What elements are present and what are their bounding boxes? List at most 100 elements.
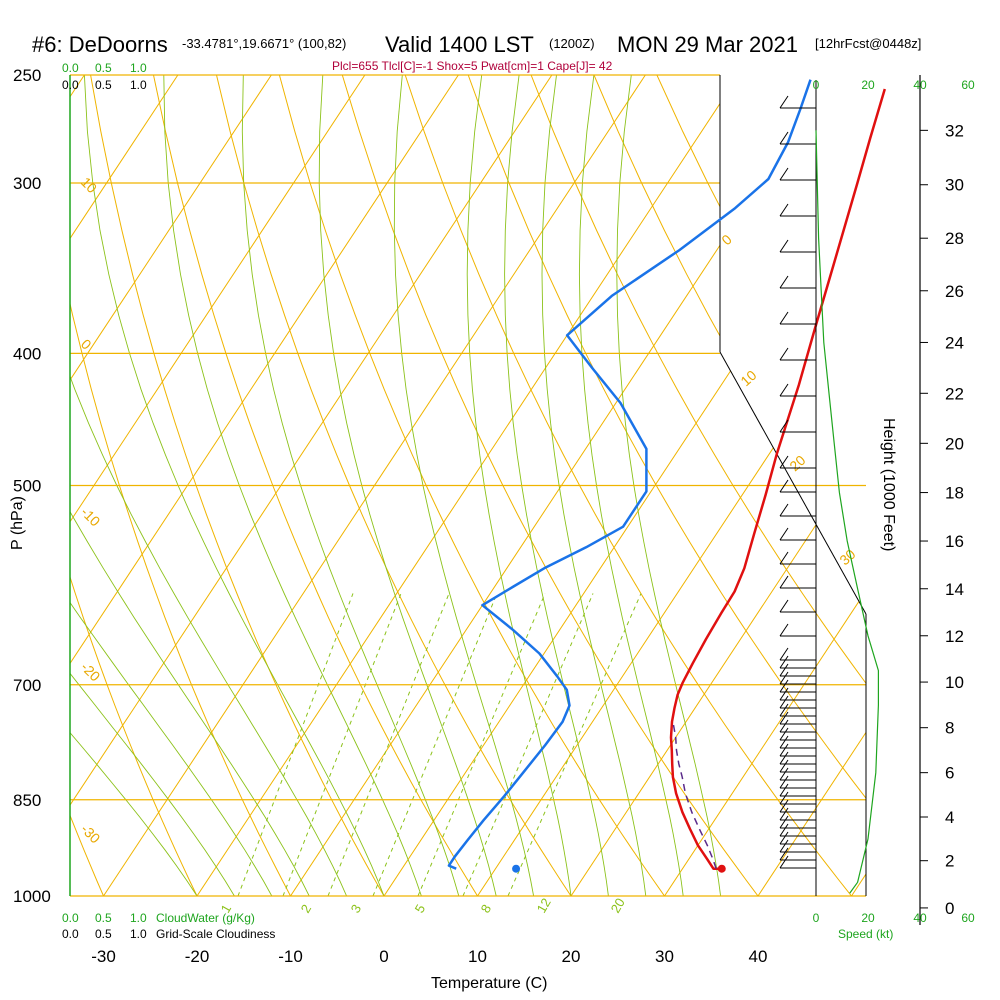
background-grid: 2503004005007008501000100-10-20-30010203…	[13, 66, 921, 925]
dry-adiabat-line	[530, 75, 866, 896]
wind-barb-flag	[779, 599, 789, 613]
wind-barb-flag	[779, 775, 789, 789]
mixing-ratio-line	[282, 593, 402, 896]
wind-barbs	[779, 80, 817, 896]
moist-adiabat-line	[393, 75, 535, 896]
wind-barb-flag	[779, 743, 789, 757]
x-axis-label: Temperature (C)	[431, 975, 547, 992]
axis-ticks: -30 -20 -10 0 10 20 30 400.00.00.00.00.50.50.50…	[62, 61, 975, 966]
wind-barb-flag	[779, 711, 789, 725]
wind-barb-flag	[779, 203, 789, 217]
surface-temperature-marker	[717, 864, 726, 873]
mixing-ratio-label: 5	[412, 902, 429, 916]
wind-barb-flag	[779, 655, 789, 669]
temperature-tick-label: 10	[468, 947, 487, 966]
moist-adiabat-line	[541, 75, 647, 896]
temperature-tick-label: 30	[655, 947, 674, 966]
forecast-date: MON 29 Mar 2021	[617, 32, 798, 57]
dry-adiabat-line	[404, 75, 852, 896]
moist-adiabat-line	[70, 75, 198, 896]
cloudiness-label: Grid-Scale Cloudiness	[156, 927, 275, 941]
moist-adiabat-line	[163, 75, 422, 896]
wind-barb-flag	[779, 671, 789, 685]
wind-barb-flag	[779, 815, 789, 829]
wind-barb-flag	[779, 751, 789, 765]
isotherm-label: 0	[78, 336, 95, 353]
height-tick-label: 14	[945, 580, 964, 599]
isotherm-line	[664, 75, 866, 896]
mixing-ratio-label: 8	[478, 902, 495, 916]
height-tick-label: 24	[945, 333, 964, 352]
mixing-ratio-line	[237, 593, 354, 896]
height-tick-label: 12	[945, 627, 964, 646]
height-tick-label: 26	[945, 282, 964, 301]
wind-barb-flag	[779, 839, 789, 853]
dry-adiabat-label: 20	[786, 452, 808, 474]
sounding-indices: Plcl=655 Tlcl[C]=-1 Shox=5 Pwat[cm]=1 Ca…	[332, 59, 613, 73]
wind-barb-flag	[779, 703, 789, 717]
speed-tick-bottom: 40	[913, 911, 927, 925]
moist-adiabat-line	[70, 75, 348, 896]
wind-barb-flag	[779, 131, 789, 145]
wind-barb-flag	[779, 623, 789, 637]
wind-barb-flag	[779, 759, 789, 773]
height-tick-label: 16	[945, 532, 964, 551]
mixing-ratio-label: 2	[298, 902, 315, 916]
station-title: #6: DeDoorns	[32, 32, 168, 57]
wind-barb-flag	[779, 767, 789, 781]
valid-time: Valid 1400 LST	[385, 32, 534, 57]
isotherm-line	[70, 75, 179, 896]
pressure-tick-label: 500	[13, 477, 41, 496]
moist-adiabat-line	[70, 75, 235, 896]
height-tick-label: 20	[945, 434, 964, 453]
wind-barb-flag	[779, 687, 789, 701]
dry-adiabat-line	[216, 75, 572, 896]
wind-barb-flag	[779, 311, 789, 325]
station-coords: -33.4781°,19.6671° (100,82)	[182, 36, 346, 51]
wind-speed-line	[815, 130, 880, 894]
forecast-info: [12hrFcst@0448z]	[815, 36, 921, 51]
moist-adiabat-line	[616, 75, 722, 896]
temperature-line	[669, 88, 886, 870]
isotherm-line	[70, 75, 272, 896]
dry-adiabat-line	[341, 75, 759, 896]
wind-barb-flag	[779, 275, 789, 289]
diagonal-boundary	[719, 351, 867, 615]
dewpoint-line	[447, 79, 812, 870]
parcel-line	[672, 723, 717, 869]
height-tick-label: 32	[945, 121, 964, 140]
temperature-tick-label: 20	[562, 947, 581, 966]
height-tick-label: 6	[945, 764, 954, 783]
pressure-tick-label: 850	[13, 791, 41, 810]
mixing-ratio-line	[507, 593, 642, 896]
height-tick-label: 30	[945, 176, 964, 195]
speed-tick-bottom: 0	[813, 911, 820, 925]
pressure-tick-label: 300	[13, 174, 41, 193]
wind-barb-flag	[779, 847, 789, 861]
mixing-ratio-line	[462, 593, 594, 896]
sounding-series	[447, 79, 886, 873]
wind-barb-flag	[779, 527, 789, 541]
temperature-tick-label: -10	[278, 947, 303, 966]
wind-barb-flag	[779, 455, 789, 469]
cloudiness-scale-bottom: 1.0	[130, 927, 147, 941]
mixing-ratio-line	[372, 593, 498, 896]
surface-dewpoint-marker	[512, 864, 521, 873]
wind-barb-flag	[779, 695, 789, 709]
speed-tick-top: 40	[913, 78, 927, 92]
isotherm-label: -10	[78, 504, 104, 530]
speed-tick-top: 0	[813, 78, 820, 92]
height-tick-label: 0	[945, 899, 954, 918]
moist-adiabat-line	[466, 75, 572, 896]
isotherm-line	[757, 75, 866, 896]
wind-barb-flag	[779, 551, 789, 565]
wind-barb-flag	[779, 575, 789, 589]
height-tick-label: 28	[945, 229, 964, 248]
dry-adiabat-line	[90, 75, 385, 896]
wind-barb-flag	[779, 831, 789, 845]
wind-barb-flag	[779, 503, 789, 517]
wind-barb-flag	[779, 727, 789, 741]
wind-barb-flag	[779, 663, 789, 677]
wind-barb-flag	[779, 823, 789, 837]
